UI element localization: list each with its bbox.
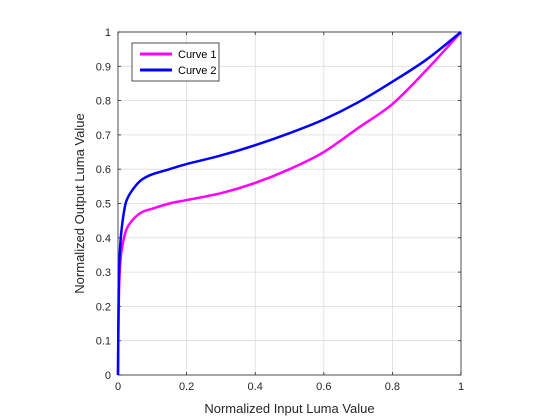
y-tick-label: 0.5 xyxy=(96,199,111,211)
legend-box xyxy=(131,42,220,82)
legend-label-curve-1: Curve 1 xyxy=(178,49,217,61)
x-tick-label: 0.8 xyxy=(385,381,400,393)
grid xyxy=(117,31,462,376)
legend: Curve 1 Curve 2 xyxy=(131,42,220,82)
x-axis-label: Normalized Input Luma Value xyxy=(204,401,374,416)
x-tick-label: 0.4 xyxy=(248,381,263,393)
series-lines xyxy=(116,31,462,376)
y-tick-label: 0 xyxy=(105,370,111,382)
y-tick-label: 1 xyxy=(105,27,111,39)
y-tick-label: 0.9 xyxy=(96,61,111,73)
y-tick-label: 0.8 xyxy=(96,96,111,108)
x-tick-label: 0 xyxy=(115,381,121,393)
x-tick-label: 1 xyxy=(458,381,464,393)
series-line-curve-2 xyxy=(116,31,462,376)
y-tick-label: 0.2 xyxy=(96,301,111,313)
y-tick-label: 0.7 xyxy=(96,130,111,142)
y-tick-label: 0.4 xyxy=(96,233,111,245)
legend-label-curve-2: Curve 2 xyxy=(178,65,217,77)
y-axis-label: Normalized Output Luma Value xyxy=(72,113,87,293)
x-tick-label: 0.2 xyxy=(179,381,194,393)
x-tick-label: 0.6 xyxy=(316,381,331,393)
axis-ticks: 0 0.2 0.4 0.6 0.8 1 0 0.1 0.2 0.3 0.4 0.5 0.6 0.7 0.8 0… xyxy=(96,27,464,393)
series-line-curve-1 xyxy=(116,31,462,376)
y-tick-label: 0.1 xyxy=(96,336,111,348)
y-tick-label: 0.3 xyxy=(96,267,111,279)
y-tick-label: 0.6 xyxy=(96,164,111,176)
